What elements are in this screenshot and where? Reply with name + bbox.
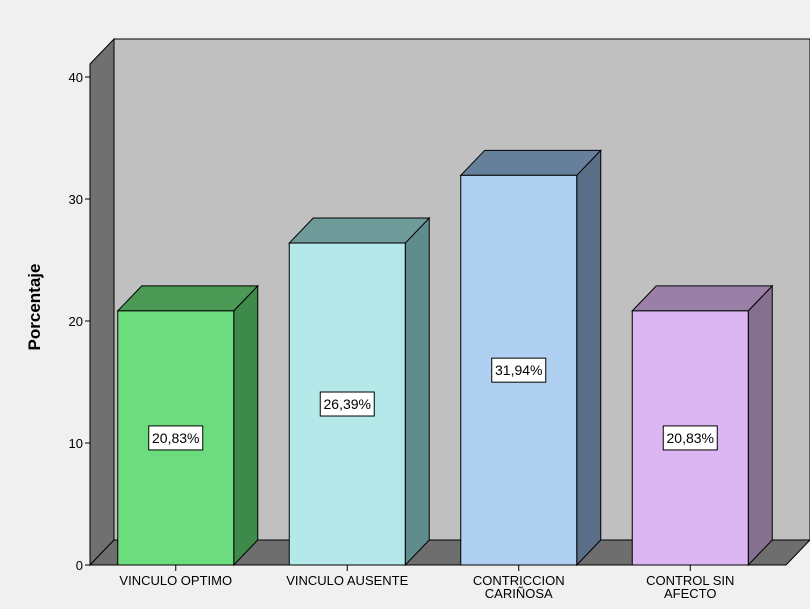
data-label: 31,94% <box>495 362 542 378</box>
bar: 26,39% <box>288 216 431 567</box>
data-label-box <box>148 425 204 451</box>
bar-top <box>116 285 259 312</box>
y-tick-label: 40 <box>69 70 83 85</box>
y-tick-label: 30 <box>69 192 83 207</box>
data-label: 26,39% <box>324 396 371 412</box>
bar-side <box>576 149 602 567</box>
y-axis-label: Porcentaje <box>25 264 44 351</box>
data-label-box <box>319 391 375 417</box>
data-label-box <box>662 425 718 451</box>
bar: 20,83% <box>116 284 259 567</box>
bar-side <box>747 284 773 567</box>
x-tick-label: CONTROL SIN <box>646 573 734 588</box>
y-tick-label: 10 <box>69 436 83 451</box>
x-tick-label: AFECTO <box>664 586 717 601</box>
side-wall <box>89 37 115 567</box>
y-tick-label: 20 <box>69 314 83 329</box>
y-axis: 0 10 20 30 40 <box>69 64 91 573</box>
bar: 31,94% <box>459 149 602 567</box>
x-tick-label: VINCULO OPTIMO <box>119 573 232 588</box>
x-tick-label: CARIÑOSA <box>485 586 553 601</box>
data-label: 20,83% <box>667 430 714 446</box>
bar-side <box>233 284 259 567</box>
data-label: 20,83% <box>152 430 199 446</box>
bar-top <box>288 217 431 244</box>
bar-top <box>631 285 774 312</box>
x-tick-label: VINCULO AUSENTE <box>286 573 408 588</box>
x-axis: VINCULO OPTIMO VINCULO AUSENTE CONTRICCION… <box>119 565 734 601</box>
bar-top <box>459 149 602 176</box>
bar: 20,83% <box>631 284 774 567</box>
x-tick-label: CONTRICCION <box>473 573 565 588</box>
data-label-box <box>491 357 547 383</box>
y-tick-label: 0 <box>76 558 83 573</box>
bar-side <box>404 216 430 567</box>
